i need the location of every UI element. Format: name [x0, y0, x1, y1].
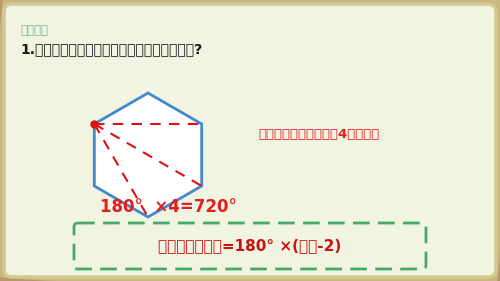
Text: 巩固练习: 巩固练习: [20, 24, 48, 37]
FancyBboxPatch shape: [74, 223, 426, 269]
Text: 多边形的内角和=180° ×(边数-2): 多边形的内角和=180° ×(边数-2): [158, 239, 342, 253]
FancyBboxPatch shape: [4, 4, 496, 277]
Text: 我把这个六边形分成了4个三角形: 我把这个六边形分成了4个三角形: [258, 128, 380, 141]
Text: 1.你能想办法求出下面这个多边形的内角和吗?: 1.你能想办法求出下面这个多边形的内角和吗?: [20, 42, 202, 56]
Text: 180°  ×4=720°: 180° ×4=720°: [100, 198, 237, 216]
Polygon shape: [94, 93, 202, 217]
